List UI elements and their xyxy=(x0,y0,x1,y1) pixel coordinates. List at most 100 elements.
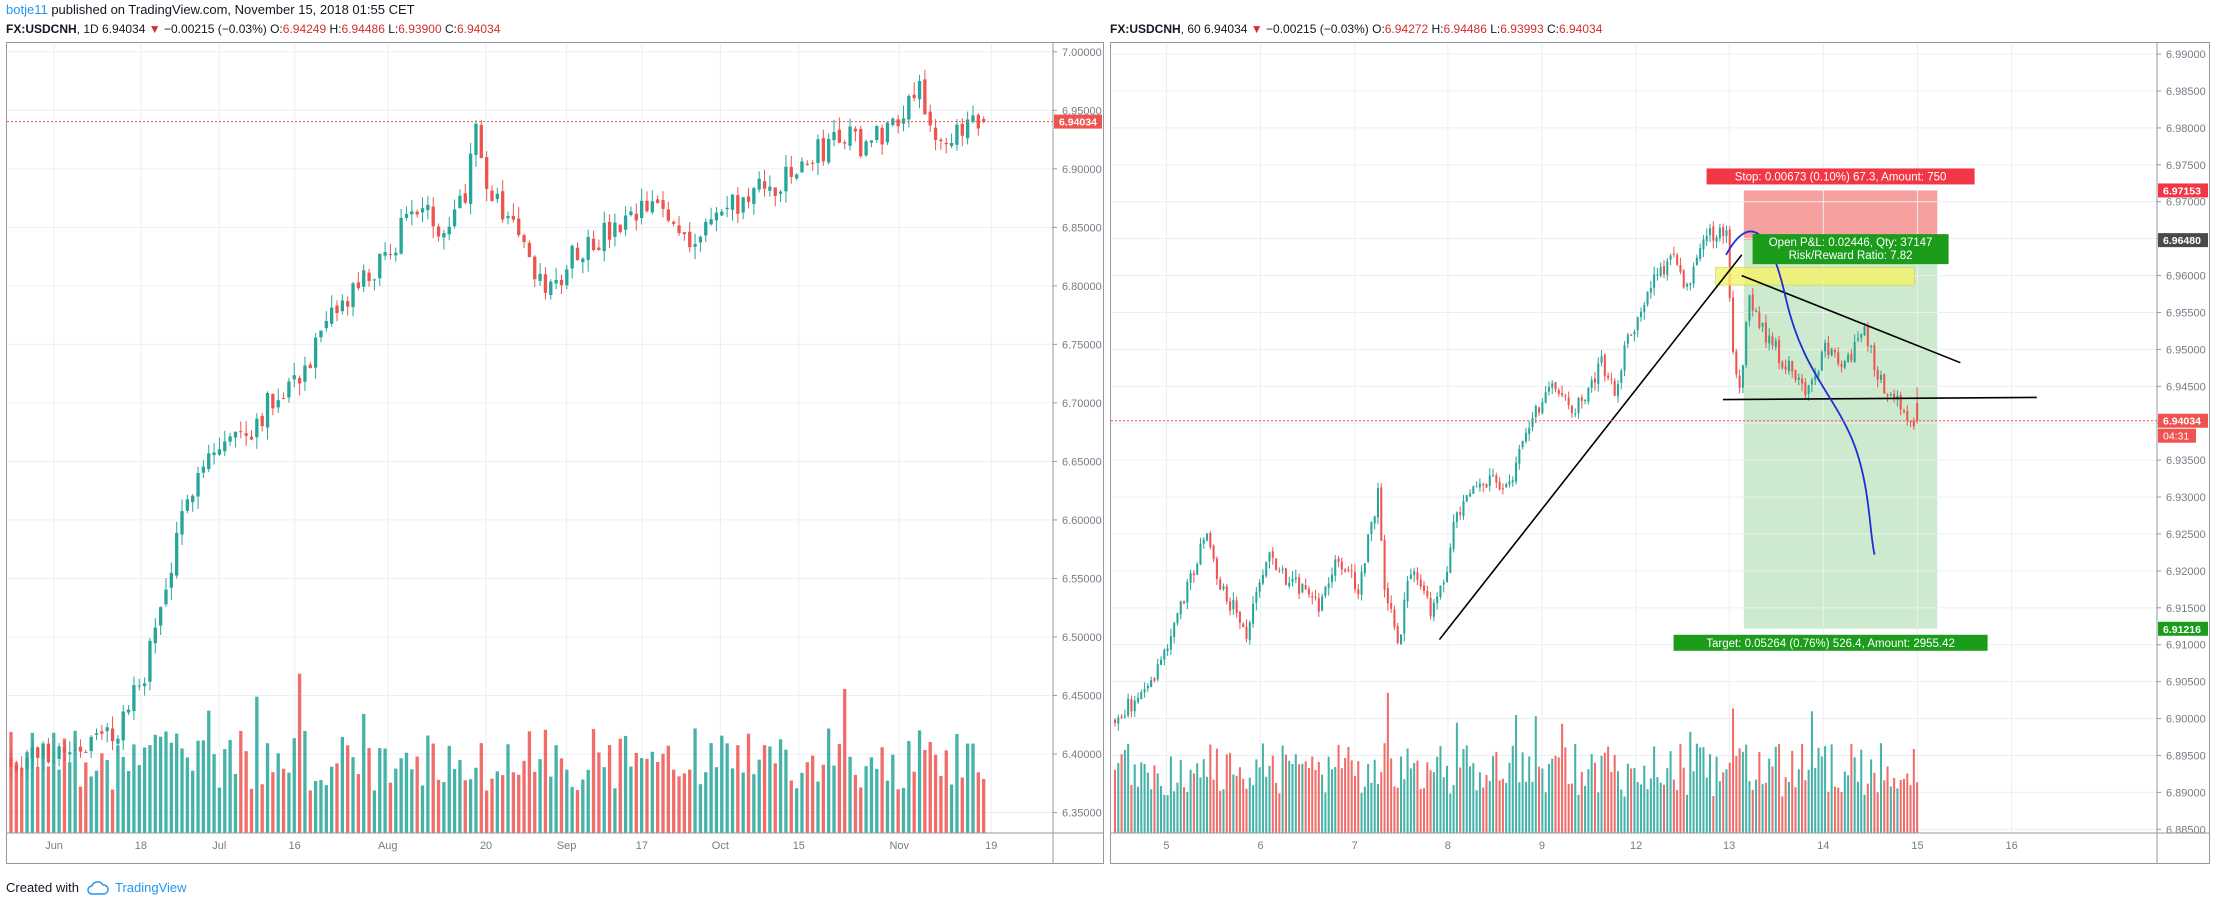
volume-bar xyxy=(1238,767,1241,833)
candle-body xyxy=(506,215,510,219)
author-link[interactable]: botje11 xyxy=(6,2,48,17)
candle-body xyxy=(1386,587,1389,604)
candle-body xyxy=(1130,699,1133,712)
volume-bar xyxy=(741,772,745,833)
candle-body xyxy=(794,174,799,179)
volume-bar xyxy=(1817,747,1820,833)
candle-body xyxy=(62,747,67,753)
candle-body xyxy=(1781,362,1784,368)
x-tick-label: 13 xyxy=(1723,840,1735,852)
volume-bar xyxy=(591,728,596,833)
candle-body xyxy=(810,162,815,164)
candle-body xyxy=(1613,380,1616,396)
volume-bar xyxy=(1755,779,1758,833)
candle-body xyxy=(575,247,580,260)
candle-body xyxy=(714,212,719,221)
volume-bar xyxy=(928,741,932,833)
candle-body xyxy=(1163,649,1166,660)
candle-body xyxy=(1695,257,1698,265)
volume-bar xyxy=(346,745,350,833)
volume-bar xyxy=(1439,746,1442,833)
volume-bar xyxy=(533,771,537,833)
candle-body xyxy=(885,122,890,143)
volume-bar xyxy=(1449,793,1452,833)
target-zone xyxy=(1743,240,1938,629)
volume-bar xyxy=(944,750,948,833)
volume-bar xyxy=(14,762,19,833)
candle-body xyxy=(773,187,777,196)
footer: Created with TradingView xyxy=(6,880,187,895)
volume-bar xyxy=(383,748,387,833)
legend-low: 6.93993 xyxy=(1500,22,1544,36)
candle-body xyxy=(1245,626,1248,639)
candle-body xyxy=(1442,582,1445,585)
volume-bar xyxy=(527,731,532,833)
volume-bar xyxy=(1541,768,1544,833)
volume-bar xyxy=(1741,751,1744,833)
tradingview-logo[interactable]: TradingView xyxy=(87,880,187,895)
trend-line xyxy=(1741,274,1961,364)
volume-bar xyxy=(1521,752,1524,833)
volume-bar xyxy=(1689,731,1692,833)
volume-bar xyxy=(1252,785,1255,833)
candle-body xyxy=(244,433,248,436)
hourly-chart[interactable]: 6.990006.985006.980006.975006.970006.965… xyxy=(1111,43,2209,863)
volume-bar xyxy=(1653,746,1656,833)
volume-bar xyxy=(1676,790,1679,833)
candle-body xyxy=(1745,321,1748,366)
volume-bar xyxy=(78,786,83,833)
candle-body xyxy=(1212,545,1215,560)
volume-bar xyxy=(212,754,216,833)
candle-body xyxy=(1238,611,1241,623)
x-tick-label: 16 xyxy=(289,840,301,852)
candle-body xyxy=(191,495,195,503)
volume-bar xyxy=(1672,779,1675,833)
volume-bar xyxy=(303,731,307,833)
volume-bar xyxy=(1199,777,1202,833)
candle-body xyxy=(1215,558,1218,579)
volume-bar xyxy=(613,788,617,833)
volume-bar xyxy=(1768,758,1771,833)
candle-body xyxy=(20,768,24,770)
candle-body xyxy=(1169,636,1172,650)
volume-bar xyxy=(1492,756,1495,833)
volume-bar xyxy=(554,745,558,833)
candle-body xyxy=(586,237,590,260)
volume-bar xyxy=(1291,763,1294,833)
volume-bar xyxy=(1791,750,1794,833)
volume-bar xyxy=(1528,756,1531,833)
candle-body xyxy=(1255,591,1258,603)
daily-chart[interactable]: 7.00000 6.95000 6.90000 6.85000 6.80000 6.750… xyxy=(7,43,1103,863)
candle-body xyxy=(1570,406,1573,413)
volume-bar xyxy=(848,756,852,833)
volume-bar xyxy=(1465,745,1468,833)
y-tick-label: 6.95500 xyxy=(2166,307,2206,319)
hourly-chart-panel[interactable]: 6.990006.985006.980006.975006.970006.965… xyxy=(1110,42,2210,864)
volume-bar xyxy=(367,748,371,833)
candle-body xyxy=(1403,599,1406,634)
y-tick-label: 6.89000 xyxy=(2166,787,2206,799)
volume-bar xyxy=(126,771,131,833)
volume-bar xyxy=(827,728,831,833)
volume-bar xyxy=(394,768,398,833)
volume-bar xyxy=(46,766,51,833)
volume-bar xyxy=(1478,772,1481,833)
legend-symbol: FX:USDCNH xyxy=(1110,22,1181,36)
volume-bar xyxy=(1429,770,1432,833)
candle-body xyxy=(479,124,483,158)
volume-bar xyxy=(1406,748,1409,833)
volume-bar xyxy=(420,785,425,833)
candle-body xyxy=(41,743,45,759)
daily-chart-panel[interactable]: 7.00000 6.95000 6.90000 6.85000 6.80000 6.750… xyxy=(6,42,1104,864)
candle-body xyxy=(1422,585,1426,591)
volume-bar xyxy=(1281,745,1284,833)
volume-bar xyxy=(1912,749,1915,833)
candle-body xyxy=(1699,248,1702,259)
volume-bar xyxy=(607,745,612,833)
x-tick-label: 15 xyxy=(1911,840,1923,852)
candle-body xyxy=(249,436,254,440)
volume-bar xyxy=(148,745,152,833)
candle-body xyxy=(30,747,35,759)
candle-body xyxy=(1666,261,1669,275)
candle-body xyxy=(538,273,542,281)
